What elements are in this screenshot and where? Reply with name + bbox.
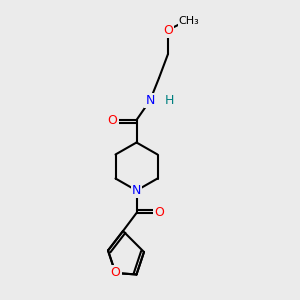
Text: N: N [132,184,141,197]
Text: O: O [111,266,120,280]
Text: O: O [154,206,164,220]
Text: O: O [163,23,173,37]
Text: O: O [108,113,117,127]
Text: N: N [145,94,155,107]
Text: CH₃: CH₃ [178,16,200,26]
Text: H: H [165,94,174,107]
